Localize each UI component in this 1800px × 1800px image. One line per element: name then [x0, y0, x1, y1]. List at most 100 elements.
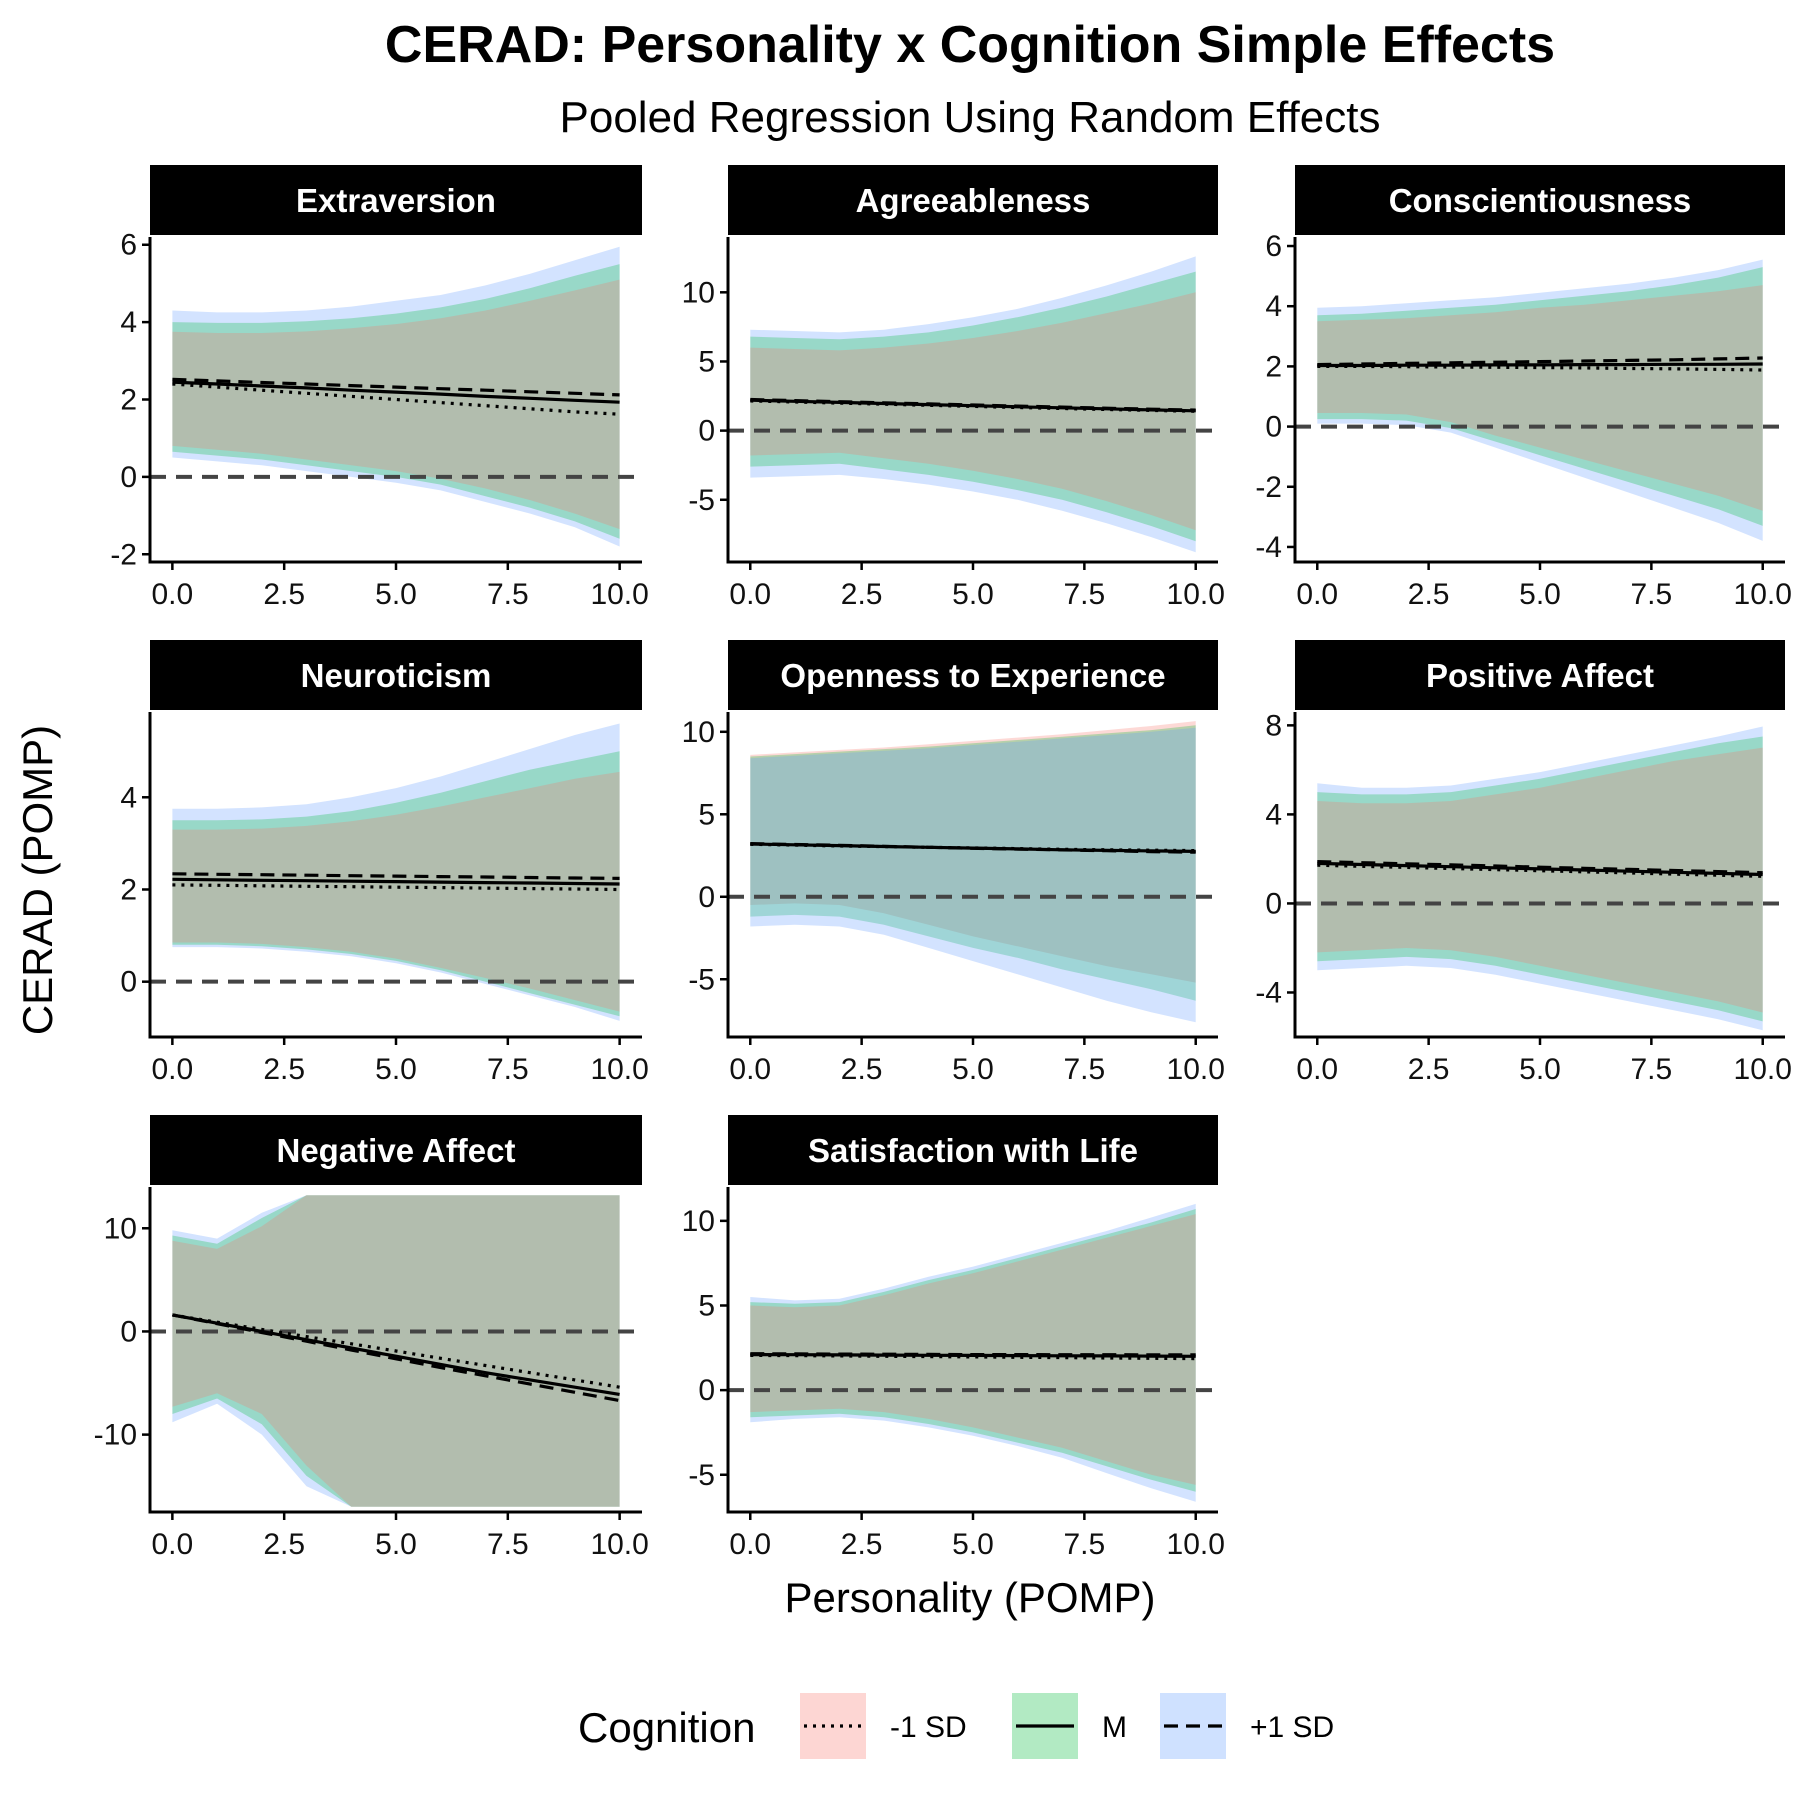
x-tick-label: 2.5 [841, 1528, 883, 1561]
ci-band-m [172, 264, 620, 539]
x-tick-label: 10.0 [1167, 1528, 1225, 1561]
y-tick-label: -10 [94, 1419, 137, 1452]
y-tick-label: 0 [1265, 887, 1282, 920]
x-tick-label: 2.5 [263, 1053, 305, 1086]
series-line-1-sd [1317, 860, 1763, 875]
ci-band-1-sd [750, 1214, 1196, 1485]
x-tick-label: 7.5 [1631, 1053, 1673, 1086]
x-tick-label: 10.0 [1167, 1053, 1225, 1086]
ci-band-1-sd [172, 723, 620, 1021]
y-tick-label: 5 [698, 345, 715, 378]
strip-agreeableness [728, 165, 1218, 235]
y-tick-label: -5 [688, 963, 715, 996]
legend-label: -1 SD [890, 1711, 967, 1744]
y-tick-label: -4 [1255, 531, 1282, 564]
x-tick-label: 7.5 [487, 1053, 529, 1086]
x-tick-label: 5.0 [375, 578, 417, 611]
x-tick-label: 7.5 [1064, 578, 1106, 611]
ci-band-m [172, 751, 620, 1017]
y-tick-label: 4 [120, 781, 137, 814]
series-line-1-sd [750, 842, 1196, 854]
ci-band-1-sd [172, 246, 620, 547]
strip-label: Satisfaction with Life [808, 1132, 1138, 1169]
x-tick-label: 2.5 [263, 578, 305, 611]
x-tick-label: 10.0 [590, 1528, 648, 1561]
legend-label: M [1102, 1711, 1127, 1744]
y-tick-label: 0 [698, 415, 715, 448]
legend: Cognition -1 SD M +1 SD [578, 1693, 1334, 1759]
x-tick-label: 0.0 [729, 1053, 771, 1086]
series-line-1-sd [172, 1313, 620, 1403]
y-tick-label: 10 [104, 1212, 137, 1245]
strip-label: Extraversion [296, 182, 496, 219]
ci-band-1-sd [1317, 285, 1763, 511]
ci-band-m [750, 1209, 1196, 1492]
plot-area [1295, 726, 1785, 1031]
plot-area [728, 1203, 1218, 1502]
series-line-1-sd [172, 883, 620, 892]
ci-band-m [1317, 267, 1763, 526]
y-tick-label: 0 [1265, 411, 1282, 444]
strip-label: Neuroticism [301, 657, 492, 694]
strip-positive-affect [1295, 640, 1785, 710]
strip-label: Openness to Experience [780, 657, 1165, 694]
plot-area [150, 1195, 642, 1507]
x-tick-label: 5.0 [952, 1053, 994, 1086]
ci-band-1-sd [750, 727, 1196, 1023]
x-tick-label: 10.0 [590, 1053, 648, 1086]
x-tick-label: 2.5 [1408, 578, 1450, 611]
ci-band-1-sd [172, 279, 620, 530]
series-line-1-sd [172, 377, 620, 397]
series-line-m [172, 877, 620, 886]
series-line-m [1317, 362, 1763, 368]
x-tick-label: 0.0 [1296, 1053, 1338, 1086]
y-tick-label: -4 [1255, 976, 1282, 1009]
x-tick-label: 5.0 [952, 1528, 994, 1561]
plot-area [1295, 259, 1785, 541]
y-tick-label: 4 [1265, 798, 1282, 831]
x-tick-label: 2.5 [1408, 1053, 1450, 1086]
strip-label: Agreeableness [856, 182, 1091, 219]
series-line-m [172, 380, 620, 404]
ci-band-m [1317, 736, 1763, 1022]
ci-band-1-sd [172, 771, 620, 1012]
panel-negative-affect: Negative Affect -10 0 10 0.0 2.5 5.0 7.5 10.0 [94, 1115, 649, 1561]
series-line-m [1317, 861, 1763, 877]
y-tick-label: -5 [688, 1459, 715, 1492]
x-tick-label: 0.0 [152, 1528, 194, 1561]
y-tick-label: 4 [120, 306, 137, 339]
y-tick-label: 8 [1265, 709, 1282, 742]
x-tick-label: 7.5 [1064, 1528, 1106, 1561]
strip-neuroticism [150, 640, 642, 710]
y-tick-label: 0 [120, 461, 137, 494]
y-tick-label: 0 [698, 1374, 715, 1407]
x-tick-label: 10.0 [1167, 578, 1225, 611]
series-line-1-sd [172, 872, 620, 880]
strip-openness-to-experience [728, 640, 1218, 710]
series-line-1-sd [1317, 863, 1763, 878]
series-line-1-sd [750, 397, 1196, 412]
strip-negative-affect [150, 1115, 642, 1185]
x-tick-label: 0.0 [729, 1528, 771, 1561]
series-line-1-sd [750, 1352, 1196, 1357]
legend-title: Cognition [578, 1704, 755, 1751]
x-tick-label: 0.0 [1296, 578, 1338, 611]
ci-band-1-sd [750, 1203, 1196, 1502]
series-line-1-sd [172, 382, 620, 416]
y-tick-label: 0 [120, 1315, 137, 1348]
y-tick-label: 2 [1265, 350, 1282, 383]
x-tick-label: 0.0 [152, 1053, 194, 1086]
y-tick-label: 0 [698, 881, 715, 914]
x-tick-label: 5.0 [375, 1528, 417, 1561]
x-tick-label: 0.0 [729, 578, 771, 611]
chart-title: CERAD: Personality x Cognition Simple Ef… [385, 16, 1555, 74]
plot-area [150, 246, 642, 547]
x-tick-label: 10.0 [1734, 578, 1792, 611]
strip-extraversion [150, 165, 642, 235]
panel-extraversion: Extraversion -2 0 2 4 6 0.0 2.5 5.0 7.5 10.0 [110, 165, 649, 611]
strip-label: Conscientiousness [1389, 182, 1692, 219]
x-tick-label: 7.5 [487, 578, 529, 611]
x-tick-label: 10.0 [590, 578, 648, 611]
y-tick-label: 2 [120, 873, 137, 906]
